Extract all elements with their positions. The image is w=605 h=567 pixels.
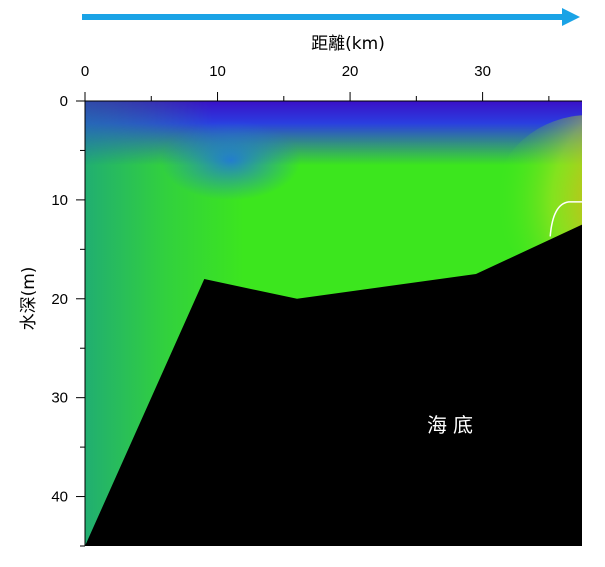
seabed-polygon <box>85 224 582 546</box>
y-tick-label: 20 <box>51 291 68 308</box>
x-tick-label: 30 <box>474 63 491 80</box>
field-blue-patch <box>160 120 301 201</box>
contour-line <box>549 201 582 237</box>
y-tick-label: 30 <box>51 390 68 407</box>
x-tick-label: 0 <box>81 63 89 80</box>
x-axis-title: 距離(km) <box>311 34 385 54</box>
y-tick-label: 40 <box>51 489 68 506</box>
y-tick-label: 10 <box>51 192 68 209</box>
x-tick-label: 20 <box>342 63 359 80</box>
plot-area <box>85 101 582 546</box>
x-tick-label: 10 <box>209 63 226 80</box>
direction-arrow <box>82 8 580 26</box>
y-tick-label: 0 <box>60 93 68 110</box>
y-axis-title: 水深(m) <box>19 267 39 331</box>
seabed-label: 海底 <box>427 413 479 437</box>
field-surface-blue <box>85 101 582 166</box>
